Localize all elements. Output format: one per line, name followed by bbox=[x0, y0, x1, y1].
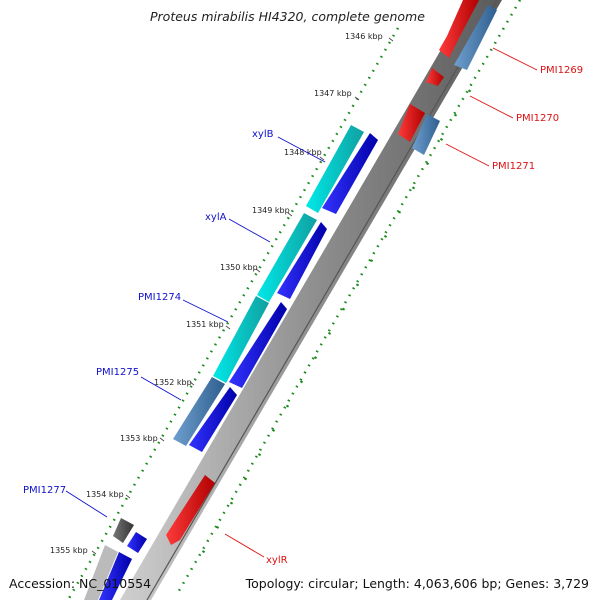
gene-label-pmi1277[interactable]: PMI1277 bbox=[23, 485, 66, 496]
gene-xylr[interactable] bbox=[166, 475, 215, 545]
gene-pmi1269-steel[interactable] bbox=[454, 5, 497, 70]
tick-label-1349: 1349 kbp bbox=[252, 206, 290, 215]
gene-label-pmi1271[interactable]: PMI1271 bbox=[492, 161, 535, 172]
gene-pmi1269-red[interactable] bbox=[439, 0, 479, 58]
gene-label-pmi1274[interactable]: PMI1274 bbox=[138, 292, 181, 303]
tick-label-1348: 1348 kbp bbox=[284, 148, 322, 157]
inner-dash-track bbox=[188, 89, 472, 576]
inner-dotted-track bbox=[174, 0, 522, 597]
genome-backbone bbox=[120, 0, 502, 600]
gene-label-pmi1270[interactable]: PMI1270 bbox=[516, 113, 559, 124]
tick-label-1347: 1347 kbp bbox=[314, 89, 352, 98]
backbone-outline bbox=[146, 0, 498, 600]
tick-label-1352: 1352 kbp bbox=[154, 378, 192, 387]
gene-xylb[interactable] bbox=[306, 125, 364, 213]
tick-label-1350: 1350 kbp bbox=[220, 263, 258, 272]
gene-label-xylr[interactable]: xylR bbox=[266, 555, 288, 566]
leader-lines bbox=[65, 47, 538, 558]
gene-pmi1274-blue[interactable] bbox=[229, 302, 287, 388]
gene-pmi1275[interactable] bbox=[173, 377, 225, 446]
gene-pmi1277[interactable] bbox=[113, 518, 134, 543]
gene-lower-blue-1[interactable] bbox=[127, 532, 147, 553]
gene-pmi1270[interactable] bbox=[426, 68, 444, 86]
tick-label-1355: 1355 kbp bbox=[50, 546, 88, 555]
gene-pmi1271-red[interactable] bbox=[398, 104, 425, 142]
accession-text: Accession: NC_010554 bbox=[9, 576, 152, 591]
map-title: Proteus mirabilis HI4320, complete genom… bbox=[150, 9, 425, 24]
genome-summary-text: Topology: circular; Length: 4,063,606 bp… bbox=[245, 576, 589, 591]
gene-xyla[interactable] bbox=[257, 213, 317, 302]
tick-marks bbox=[91, 37, 394, 555]
gene-pmi1274[interactable] bbox=[213, 296, 269, 383]
tick-label-1353: 1353 kbp bbox=[120, 434, 158, 443]
gene-lower-blue-2[interactable] bbox=[99, 552, 132, 600]
outer-dotted-track bbox=[66, 27, 400, 600]
tick-label-1351: 1351 kbp bbox=[186, 320, 224, 329]
tick-label-1346: 1346 kbp bbox=[345, 32, 383, 41]
gene-label-pmi1275[interactable]: PMI1275 bbox=[96, 367, 139, 378]
gene-label-pmi1269[interactable]: PMI1269 bbox=[540, 65, 583, 76]
gene-xylb-blue[interactable] bbox=[322, 133, 378, 214]
gene-pmi1271-steel[interactable] bbox=[412, 114, 440, 155]
gene-xyla-blue[interactable] bbox=[277, 222, 327, 299]
gene-label-xylb[interactable]: xylB bbox=[252, 129, 274, 140]
gene-lower-grey[interactable] bbox=[84, 545, 118, 600]
gene-pmi1275-blue[interactable] bbox=[189, 387, 237, 452]
gene-label-xyla[interactable]: xylA bbox=[205, 212, 227, 223]
tick-label-1354: 1354 kbp bbox=[86, 490, 124, 499]
